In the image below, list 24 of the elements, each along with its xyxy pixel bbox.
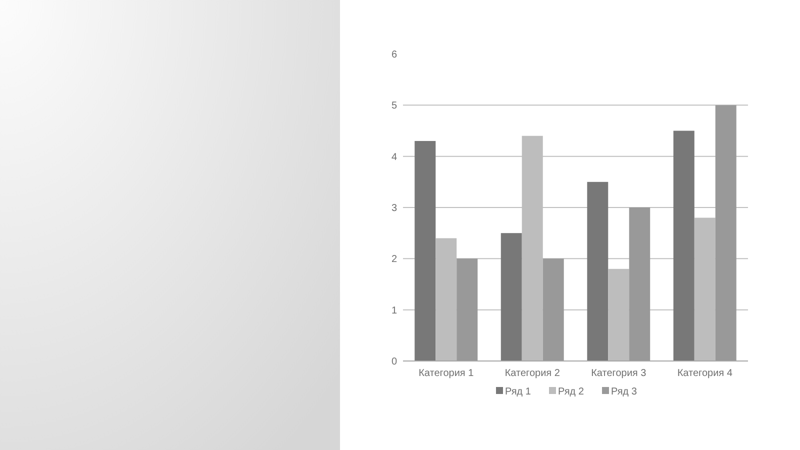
y-tick-label: 6 <box>391 50 398 60</box>
bar <box>608 268 630 361</box>
y-tick-label: 2 <box>391 254 398 266</box>
x-tick-label: Категория 3 <box>591 368 647 379</box>
bar <box>414 140 436 361</box>
legend-label: Ряд 2 <box>558 386 584 398</box>
legend-label: Ряд 1 <box>505 386 532 398</box>
bar <box>673 130 694 361</box>
bar <box>715 105 736 361</box>
bar <box>629 208 650 361</box>
y-tick-label: 5 <box>391 100 398 112</box>
y-tick-label: 3 <box>391 203 398 214</box>
legend-label: Ряд 3 <box>611 386 638 398</box>
bar <box>694 218 716 361</box>
bar <box>542 258 564 361</box>
x-tick-label: Категория 4 <box>677 368 733 379</box>
y-tick-label: 4 <box>391 152 398 163</box>
y-tick-label: 0 <box>391 356 398 368</box>
bar <box>456 258 478 361</box>
x-tick-label: Категория 1 <box>418 368 474 379</box>
x-tick-label: Категория 2 <box>504 368 560 379</box>
bar <box>587 182 608 361</box>
bar <box>500 233 522 361</box>
y-tick-label: 1 <box>391 305 398 316</box>
